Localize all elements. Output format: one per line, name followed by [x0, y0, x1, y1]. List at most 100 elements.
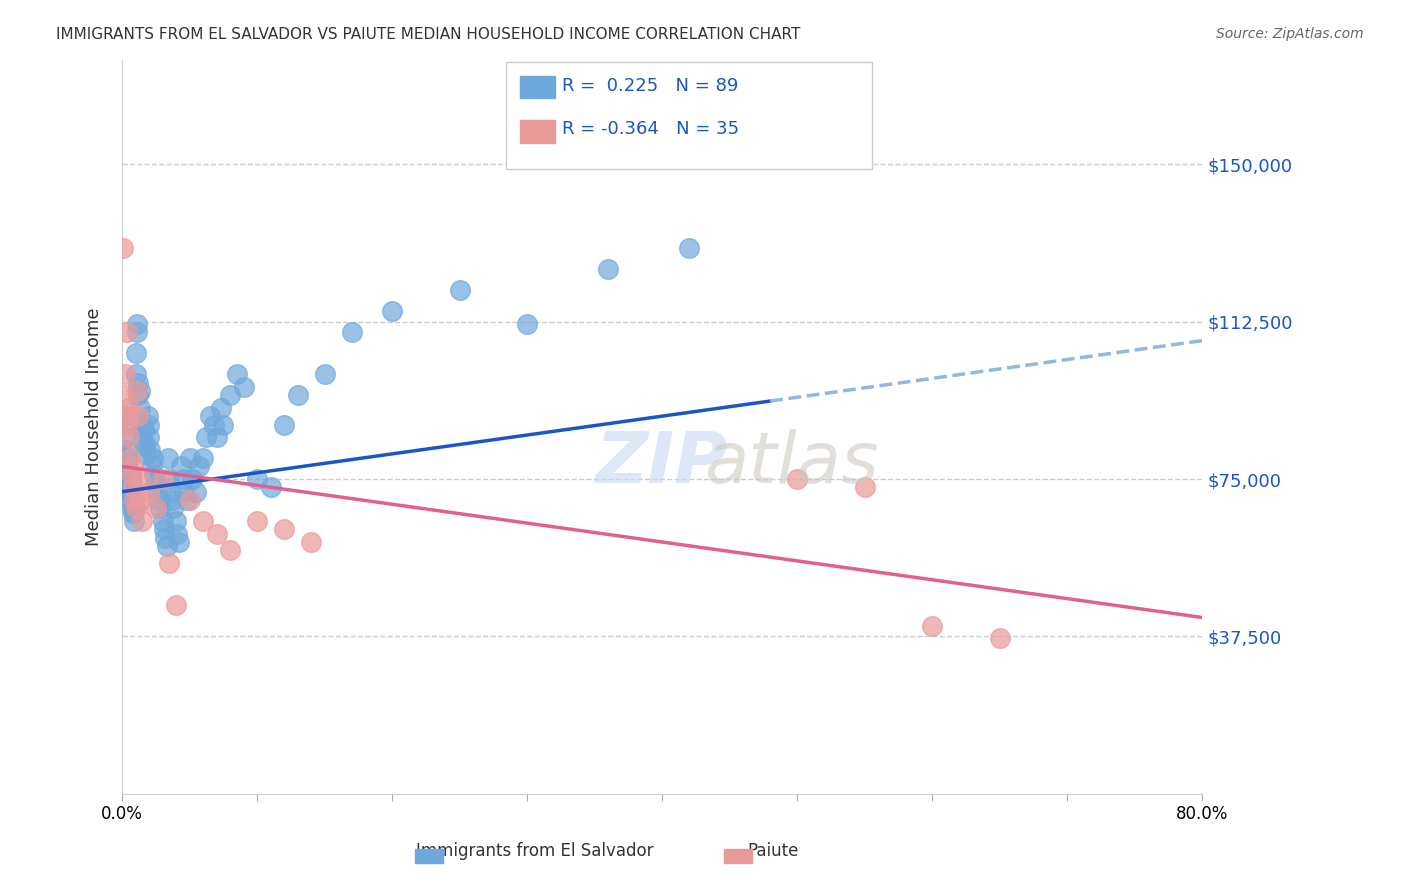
Point	[120, 467, 142, 482]
Point	[128, 401, 150, 415]
Point	[921, 619, 943, 633]
Point	[134, 438, 156, 452]
Point	[202, 417, 225, 432]
Point	[148, 493, 170, 508]
Point	[173, 484, 195, 499]
Point	[136, 409, 159, 424]
Point	[125, 384, 148, 398]
Point	[209, 401, 232, 415]
Point	[118, 472, 141, 486]
Point	[118, 430, 141, 444]
Point	[287, 388, 309, 402]
Point	[122, 501, 145, 516]
Text: IMMIGRANTS FROM EL SALVADOR VS PAIUTE MEDIAN HOUSEHOLD INCOME CORRELATION CHART: IMMIGRANTS FROM EL SALVADOR VS PAIUTE ME…	[56, 27, 800, 42]
Point	[198, 409, 221, 424]
Point	[131, 425, 153, 440]
Point	[340, 325, 363, 339]
Point	[191, 451, 214, 466]
Point	[117, 459, 139, 474]
Point	[165, 514, 187, 528]
Point	[273, 417, 295, 432]
Point	[205, 526, 228, 541]
Point	[194, 430, 217, 444]
Point	[114, 368, 136, 382]
Point	[153, 523, 176, 537]
Point	[246, 514, 269, 528]
Point	[115, 451, 138, 466]
Point	[156, 451, 179, 466]
Point	[157, 472, 180, 486]
Point	[121, 489, 143, 503]
Point	[160, 493, 183, 508]
Point	[176, 493, 198, 508]
Point	[449, 283, 471, 297]
Point	[117, 467, 139, 482]
Point	[186, 484, 208, 499]
Point	[149, 501, 172, 516]
Point	[131, 514, 153, 528]
Point	[162, 501, 184, 516]
Point	[117, 325, 139, 339]
Y-axis label: Median Household Income: Median Household Income	[86, 308, 103, 546]
Point	[120, 493, 142, 508]
Point	[118, 484, 141, 499]
Point	[132, 422, 155, 436]
Text: Paiute: Paiute	[748, 842, 799, 860]
Point	[598, 262, 620, 277]
Point	[139, 442, 162, 457]
Point	[127, 409, 149, 424]
Point	[129, 493, 152, 508]
Point	[181, 472, 204, 486]
Point	[155, 539, 177, 553]
Point	[314, 368, 336, 382]
Point	[159, 484, 181, 499]
Point	[122, 493, 145, 508]
Point	[127, 388, 149, 402]
Text: Immigrants from El Salvador: Immigrants from El Salvador	[416, 842, 652, 860]
Text: R = -0.364   N = 35: R = -0.364 N = 35	[562, 120, 740, 138]
Point	[516, 317, 538, 331]
Point	[127, 376, 149, 390]
Point	[988, 632, 1011, 646]
Point	[166, 526, 188, 541]
Point	[117, 417, 139, 432]
Text: R =  0.225   N = 89: R = 0.225 N = 89	[562, 77, 738, 95]
Point	[678, 241, 700, 255]
Point	[219, 388, 242, 402]
Point	[142, 451, 165, 466]
Point	[115, 442, 138, 457]
Point	[129, 417, 152, 432]
Point	[117, 451, 139, 466]
Point	[143, 467, 166, 482]
Point	[135, 447, 157, 461]
Point	[232, 380, 254, 394]
Point	[122, 514, 145, 528]
Point	[167, 535, 190, 549]
Point	[759, 136, 782, 151]
Text: atlas: atlas	[704, 429, 879, 498]
Point	[155, 531, 177, 545]
Point	[112, 241, 135, 255]
Point	[121, 506, 143, 520]
Point	[165, 598, 187, 612]
Point	[786, 472, 808, 486]
Point	[145, 501, 167, 516]
Point	[188, 459, 211, 474]
Point	[121, 476, 143, 491]
Point	[179, 451, 201, 466]
Point	[172, 472, 194, 486]
Point	[152, 514, 174, 528]
Point	[853, 480, 876, 494]
Point	[152, 472, 174, 486]
Point	[128, 384, 150, 398]
Point	[179, 493, 201, 508]
Point	[170, 459, 193, 474]
Point	[121, 480, 143, 494]
Point	[124, 501, 146, 516]
Point	[212, 417, 235, 432]
Point	[132, 434, 155, 449]
Text: Source: ZipAtlas.com: Source: ZipAtlas.com	[1216, 27, 1364, 41]
Point	[112, 472, 135, 486]
Point	[141, 459, 163, 474]
Point	[114, 430, 136, 444]
